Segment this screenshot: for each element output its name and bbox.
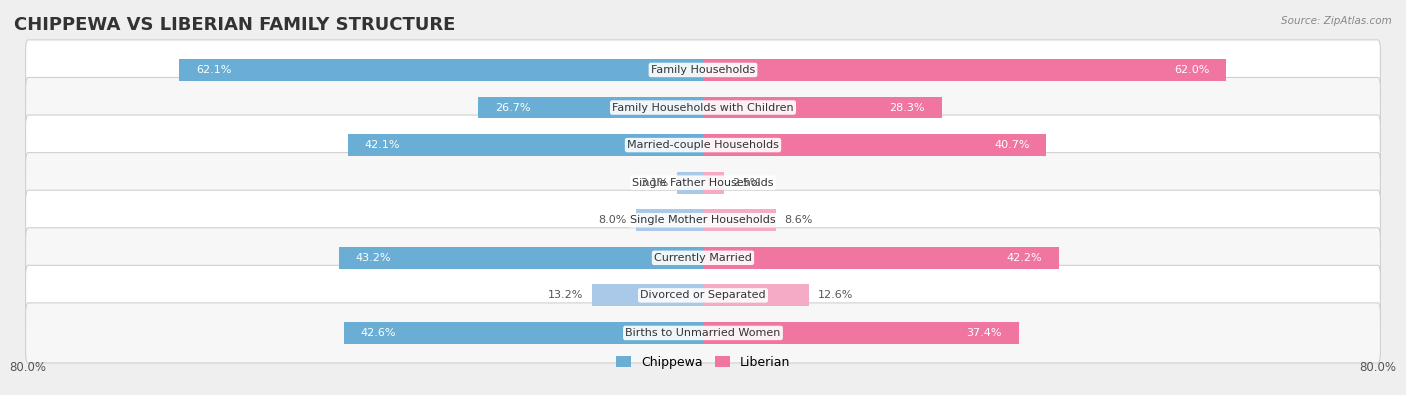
Bar bbox=[179, 59, 703, 81]
FancyBboxPatch shape bbox=[25, 265, 1381, 325]
Text: 13.2%: 13.2% bbox=[548, 290, 583, 300]
Bar bbox=[703, 284, 810, 306]
Text: Currently Married: Currently Married bbox=[654, 253, 752, 263]
FancyBboxPatch shape bbox=[25, 77, 1381, 137]
Text: 42.1%: 42.1% bbox=[364, 140, 401, 150]
Bar bbox=[703, 97, 942, 118]
Text: 62.0%: 62.0% bbox=[1174, 65, 1209, 75]
Text: 42.6%: 42.6% bbox=[360, 328, 396, 338]
Text: CHIPPEWA VS LIBERIAN FAMILY STRUCTURE: CHIPPEWA VS LIBERIAN FAMILY STRUCTURE bbox=[14, 16, 456, 34]
Text: 2.5%: 2.5% bbox=[733, 178, 761, 188]
Text: 40.7%: 40.7% bbox=[994, 140, 1029, 150]
Text: 42.2%: 42.2% bbox=[1007, 253, 1042, 263]
Bar bbox=[478, 97, 703, 118]
Bar bbox=[592, 284, 703, 306]
Bar bbox=[703, 209, 776, 231]
Text: 12.6%: 12.6% bbox=[818, 290, 853, 300]
Text: Family Households with Children: Family Households with Children bbox=[612, 103, 794, 113]
FancyBboxPatch shape bbox=[25, 115, 1381, 175]
Text: 8.6%: 8.6% bbox=[785, 215, 813, 225]
FancyBboxPatch shape bbox=[25, 152, 1381, 213]
FancyBboxPatch shape bbox=[25, 190, 1381, 250]
Bar bbox=[343, 322, 703, 344]
Bar bbox=[703, 59, 1226, 81]
Bar bbox=[676, 172, 703, 194]
Text: 8.0%: 8.0% bbox=[599, 215, 627, 225]
Legend: Chippewa, Liberian: Chippewa, Liberian bbox=[610, 351, 796, 374]
Text: 37.4%: 37.4% bbox=[966, 328, 1001, 338]
Bar bbox=[703, 322, 1018, 344]
FancyBboxPatch shape bbox=[25, 303, 1381, 363]
Text: Family Households: Family Households bbox=[651, 65, 755, 75]
Text: Divorced or Separated: Divorced or Separated bbox=[640, 290, 766, 300]
Bar bbox=[636, 209, 703, 231]
Text: Single Mother Households: Single Mother Households bbox=[630, 215, 776, 225]
Bar bbox=[339, 247, 703, 269]
Text: Source: ZipAtlas.com: Source: ZipAtlas.com bbox=[1281, 16, 1392, 26]
Text: 62.1%: 62.1% bbox=[195, 65, 232, 75]
Text: 43.2%: 43.2% bbox=[356, 253, 391, 263]
Bar bbox=[703, 247, 1059, 269]
FancyBboxPatch shape bbox=[25, 40, 1381, 100]
Text: Married-couple Households: Married-couple Households bbox=[627, 140, 779, 150]
Text: 26.7%: 26.7% bbox=[495, 103, 530, 113]
Bar bbox=[703, 172, 724, 194]
Text: 3.1%: 3.1% bbox=[640, 178, 668, 188]
Bar bbox=[703, 134, 1046, 156]
Text: Births to Unmarried Women: Births to Unmarried Women bbox=[626, 328, 780, 338]
Text: 28.3%: 28.3% bbox=[890, 103, 925, 113]
Text: Single Father Households: Single Father Households bbox=[633, 178, 773, 188]
Bar bbox=[347, 134, 703, 156]
FancyBboxPatch shape bbox=[25, 228, 1381, 288]
